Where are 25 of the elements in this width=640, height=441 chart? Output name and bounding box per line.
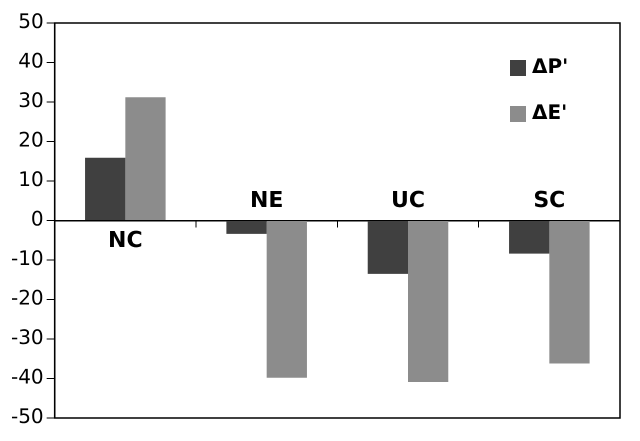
bar [509,221,550,254]
y-tick-label: -10 [10,246,44,270]
y-tick-label: -50 [10,404,44,428]
bar [125,97,166,220]
x-tick-label: SC [533,188,566,214]
legend-label: ΔP' [532,54,568,78]
bar [408,221,448,382]
y-tick-label: 20 [18,128,44,152]
x-tick-label: NE [250,188,284,214]
bar [266,221,307,378]
x-tick-label: UC [390,188,426,214]
x-tick-label: NC [108,228,143,254]
y-tick-label: 40 [18,48,44,73]
y-tick-label: 50 [18,9,44,34]
y-tick-label: -40 [10,364,44,389]
legend-label: ΔE' [532,100,568,124]
y-tick-label: -30 [10,325,44,350]
y-tick-label: 30 [18,88,44,112]
bar [226,221,267,234]
bar [549,221,590,364]
bar [368,221,408,274]
y-tick-label: 10 [18,167,44,192]
y-tick-label: -20 [10,286,44,310]
y-tick-label: 0 [30,206,44,231]
bar [85,158,126,220]
